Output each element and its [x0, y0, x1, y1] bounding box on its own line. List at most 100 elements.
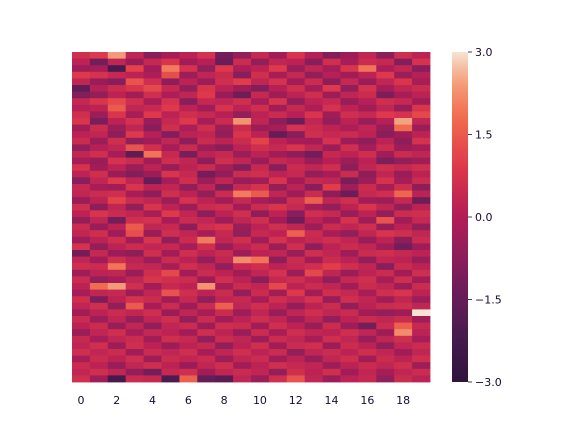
heatmap-cell	[412, 131, 431, 139]
heatmap-cell	[197, 98, 216, 106]
heatmap-cell	[233, 151, 252, 158]
heatmap-cell	[107, 322, 127, 330]
heatmap-cell	[107, 151, 127, 158]
heatmap-cell	[322, 170, 341, 178]
heatmap-cell	[358, 58, 377, 66]
heatmap-cell	[143, 368, 162, 376]
heatmap-cell	[322, 98, 341, 106]
heatmap-cell	[143, 91, 162, 99]
heatmap-cell	[358, 302, 377, 310]
heatmap-cell	[233, 335, 252, 343]
heatmap-cell	[358, 263, 377, 271]
heatmap-cell	[268, 256, 288, 264]
heatmap-cell	[251, 137, 270, 145]
heatmap-cell	[233, 71, 252, 79]
heatmap-cell	[358, 230, 377, 238]
heatmap-cell	[268, 269, 288, 277]
heatmap-cell	[125, 256, 144, 264]
heatmap-cell	[161, 52, 180, 59]
heatmap-cell	[376, 65, 395, 73]
heatmap-cell	[215, 124, 234, 132]
heatmap-cell	[89, 164, 109, 172]
heatmap-cell	[394, 302, 413, 310]
heatmap-cell	[412, 203, 431, 211]
heatmap-cell	[286, 124, 306, 132]
heatmap-cell	[394, 65, 413, 73]
heatmap-cell	[143, 164, 162, 172]
heatmap-cell	[161, 177, 180, 185]
heatmap-cell	[161, 276, 180, 284]
heatmap-cell	[251, 349, 270, 356]
heatmap-cell	[376, 342, 395, 350]
heatmap-cell	[197, 65, 216, 73]
heatmap-cell	[233, 250, 252, 257]
heatmap-cell	[125, 289, 144, 297]
heatmap-cell	[161, 118, 180, 125]
heatmap-cell	[286, 65, 306, 73]
heatmap-cell	[358, 118, 377, 125]
heatmap-cell	[72, 91, 91, 99]
x-tick-label: 4	[149, 394, 156, 407]
heatmap-cell	[143, 296, 162, 304]
heatmap-cell	[72, 342, 91, 350]
heatmap-cell	[394, 329, 413, 337]
heatmap-cell	[125, 283, 144, 290]
heatmap-cell	[376, 375, 395, 383]
heatmap-cell	[322, 164, 341, 172]
heatmap-cell	[376, 296, 395, 304]
heatmap-cell	[72, 375, 91, 383]
heatmap-cell	[107, 197, 127, 205]
heatmap-cell	[251, 375, 270, 383]
heatmap-cell	[233, 85, 252, 92]
heatmap-cell	[340, 91, 359, 99]
heatmap-cell	[286, 210, 306, 218]
heatmap-cell	[286, 349, 306, 356]
heatmap-cell	[412, 349, 431, 356]
heatmap-cell	[197, 296, 216, 304]
heatmap-cell	[304, 217, 323, 224]
heatmap-cell	[161, 104, 180, 112]
heatmap-cell	[286, 335, 306, 343]
heatmap-cell	[376, 124, 395, 132]
heatmap-cell	[89, 349, 109, 356]
heatmap-cell	[340, 322, 359, 330]
heatmap-cell	[107, 329, 127, 337]
heatmap-cell	[161, 289, 180, 297]
heatmap-cell	[358, 355, 377, 363]
heatmap-cell	[197, 342, 216, 350]
heatmap-cell	[251, 296, 270, 304]
heatmap-cell	[125, 217, 144, 224]
heatmap-cell	[143, 151, 162, 158]
heatmap-cell	[197, 375, 216, 383]
heatmap-cell	[251, 184, 270, 191]
heatmap-cell	[268, 302, 288, 310]
heatmap-cell	[179, 65, 198, 73]
heatmap-cell	[89, 289, 109, 297]
heatmap-cell	[125, 65, 144, 73]
heatmap-cell	[72, 316, 91, 323]
heatmap-cell	[197, 91, 216, 99]
heatmap-cell	[197, 137, 216, 145]
heatmap-cell	[125, 263, 144, 271]
heatmap-cell	[358, 283, 377, 290]
heatmap-cell	[286, 243, 306, 251]
heatmap-cell	[376, 368, 395, 376]
heatmap-cell	[215, 342, 234, 350]
heatmap-cell	[107, 375, 127, 383]
colorbar-tick-label: −1.5	[475, 294, 502, 307]
heatmap-cell	[358, 309, 377, 317]
heatmap-cell	[286, 98, 306, 106]
heatmap-cell	[179, 302, 198, 310]
heatmap-cell	[197, 124, 216, 132]
heatmap-cell	[215, 131, 234, 139]
heatmap-cell	[394, 197, 413, 205]
heatmap-cell	[233, 118, 252, 125]
heatmap-cell	[412, 289, 431, 297]
heatmap-cell	[322, 335, 341, 343]
heatmap-cell	[358, 329, 377, 337]
heatmap-cell	[412, 302, 431, 310]
heatmap-cell	[286, 144, 306, 152]
heatmap-cell	[215, 236, 234, 244]
heatmap-cell	[358, 184, 377, 191]
